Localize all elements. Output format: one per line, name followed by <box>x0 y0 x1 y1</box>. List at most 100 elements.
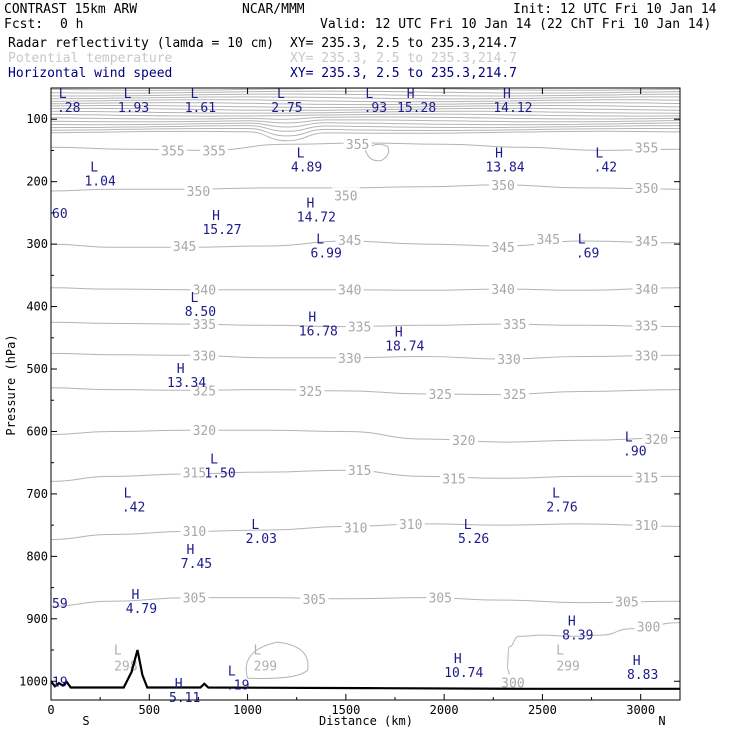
wind-extremum-value: 1.93 <box>118 101 149 116</box>
theta-contour-label: 305 <box>615 595 638 610</box>
theta-label-bg <box>426 386 455 400</box>
wind-extremum-value: 4.89 <box>291 160 322 175</box>
theta-label-bg <box>296 382 325 397</box>
wind-extremum-value: 5.26 <box>458 532 489 547</box>
theta-contour-label: 305 <box>428 592 451 607</box>
theta-contour-label: 325 <box>428 388 451 403</box>
y-tick-label: 1000 <box>19 674 48 688</box>
theta-extremum-value: 299 <box>254 659 277 674</box>
theta-label-bg <box>180 522 209 537</box>
wind-extremum-value: .28 <box>57 101 80 116</box>
x-tick-label: 500 <box>138 703 160 717</box>
upper-contour-line <box>50 113 681 117</box>
theta-contour-label: 315 <box>442 472 465 487</box>
wind-extremum-letter: L <box>578 233 586 248</box>
wind-extremum-value: .19 <box>226 679 249 694</box>
theta-label-bg <box>190 281 219 296</box>
upper-contour-line <box>50 93 681 97</box>
wind-extremum-value: 7.45 <box>181 557 212 572</box>
x-tick-label: 2000 <box>430 703 459 717</box>
theta-label-bg <box>335 281 364 296</box>
legend-wind-name: Horizontal wind speed <box>8 66 172 81</box>
plot-frame <box>50 87 681 701</box>
wind-extremum-letter: L <box>552 487 560 502</box>
y-tick-label: 100 <box>26 112 48 126</box>
theta-label-bg <box>190 422 219 437</box>
theta-contour-label: 325 <box>503 388 526 403</box>
x-tick-label: 0 <box>47 703 54 717</box>
wind-extremum-letter: H <box>503 87 511 102</box>
theta-contour-label: 325 <box>299 385 322 400</box>
theta-contour-label: 315 <box>183 467 206 482</box>
wind-extremum-letter: L <box>124 487 132 502</box>
wind-extremum-value: 14.12 <box>493 101 532 116</box>
wind-extremum-value: 2.03 <box>246 532 277 547</box>
wind-extremum-letter: L <box>190 291 198 306</box>
upper-contour-line <box>50 96 680 100</box>
theta-label-bg <box>345 462 374 477</box>
wind-extremum-value: 16.78 <box>299 325 338 340</box>
theta-label-bg <box>632 517 661 532</box>
upper-contour-line <box>50 102 681 106</box>
theta-contour-label: 305 <box>303 593 326 608</box>
wind-extremum-value: .42 <box>122 501 145 516</box>
theta-contour-label: 345 <box>338 234 361 249</box>
wind-extremum-letter: L <box>90 161 98 176</box>
wind-extremum-value: 5.11 <box>169 691 200 706</box>
x-tick-label: 1500 <box>331 703 360 717</box>
upper-contour-line <box>50 125 681 132</box>
wind-extremum-letter: L <box>297 146 305 161</box>
theta-contour-label: 355 <box>202 144 225 159</box>
theta-label-bg <box>158 142 187 157</box>
theta-contour-label: 340 <box>338 284 361 299</box>
theta-label-bg <box>345 318 374 333</box>
theta-label-bg <box>634 618 663 633</box>
theta-contour-label: 350 <box>187 185 210 200</box>
theta-contour-label: 330 <box>635 349 658 364</box>
org-label: NCAR/MMM <box>242 2 305 17</box>
theta-label-bg <box>632 469 661 484</box>
theta-label-bg <box>632 233 661 247</box>
theta-contour-325 <box>50 387 681 396</box>
wind-extremum-value: .69 <box>576 247 599 262</box>
y-axis: 100 200 300 400 500 600 700 800 900 1000 <box>19 112 680 688</box>
theta-closed-contour <box>245 641 309 679</box>
theta-contour-label: 355 <box>346 138 369 153</box>
wind-extremum-value: .42 <box>594 160 617 175</box>
theta-label-bg <box>331 187 360 202</box>
theta-contour-label: 340 <box>193 284 216 299</box>
theta-label-bg <box>170 237 199 252</box>
init-time: Init: 12 UTC Fri 10 Jan 14 <box>513 2 717 17</box>
theta-label-bg <box>343 136 372 151</box>
theta-label-bg <box>190 382 219 397</box>
legend-theta-name: Potential temperature <box>8 51 173 66</box>
wind-extremum-value: 15.28 <box>397 101 436 116</box>
y-tick-label: 700 <box>26 487 48 501</box>
wind-extremum-value: 8.39 <box>562 629 593 644</box>
y-tick-label: 800 <box>26 549 48 563</box>
y-tick-label: 200 <box>26 175 48 189</box>
theta-contour-label: 320 <box>452 434 475 449</box>
wind-extremum-letter: H <box>633 654 641 669</box>
theta-label-bg <box>489 176 518 191</box>
theta-label-bg <box>341 519 370 534</box>
wind-extremum-letter: L <box>210 452 218 467</box>
wind-extremum-value: 10.74 <box>444 666 483 681</box>
theta-contour-label: 310 <box>635 519 658 534</box>
theta-contour-label: 305 <box>183 592 206 607</box>
theta-label-bg <box>632 179 661 194</box>
legend-radar-name: Radar reflectivity (lamda = 10 cm) <box>8 36 274 51</box>
wind-extremum-value: 6.99 <box>311 247 342 262</box>
theta-label-bg <box>642 430 671 445</box>
y-tick-label: 500 <box>26 362 48 376</box>
theta-label-bg <box>180 464 209 479</box>
theta-contour-label: 345 <box>173 240 196 255</box>
theta-contour-label: 310 <box>183 525 206 540</box>
legend-wind-xy: XY= 235.3, 2.5 to 235.3,214.7 <box>290 66 517 81</box>
theta-label-bg <box>190 347 219 362</box>
theta-contour-label: 315 <box>348 464 371 479</box>
y-tick-label: 300 <box>26 237 48 251</box>
wind-extremum-letter: H <box>495 146 503 161</box>
wind-extremum-letter: H <box>407 87 415 102</box>
y-tick-label: 600 <box>26 424 48 438</box>
